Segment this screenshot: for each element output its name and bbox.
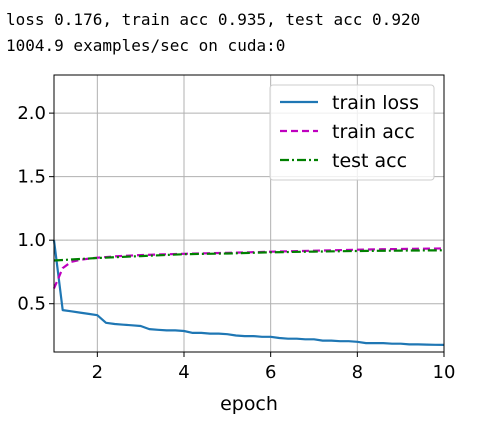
legend-label-train-acc: train acc	[332, 121, 415, 143]
y-tick-label: 1.0	[17, 230, 46, 251]
legend-label-train-loss: train loss	[332, 92, 419, 114]
training-metrics-line: loss 0.176, train acc 0.935, test acc 0.…	[6, 10, 421, 29]
training-log-output: loss 0.176, train acc 0.935, test acc 0.…	[0, 0, 485, 64]
plot-frame	[53, 74, 445, 353]
x-tick-label: 2	[92, 362, 103, 383]
series-line-train-acc	[52, 247, 445, 289]
series-layer	[52, 240, 445, 346]
x-tick-label: 6	[265, 362, 276, 383]
series-line-train-loss	[52, 240, 445, 346]
x-tick-label: 4	[178, 362, 189, 383]
throughput-line: 1004.9 examples/sec on cuda:0	[6, 36, 286, 55]
x-tick-label: 10	[433, 362, 456, 383]
x-axis-label: epoch	[220, 393, 278, 415]
y-tick-label: 2.0	[17, 103, 46, 124]
legend: train loss train acc test acc	[269, 84, 435, 181]
x-tick-label: 8	[352, 362, 363, 383]
legend-box	[269, 84, 435, 181]
y-tick-label: 1.5	[17, 167, 46, 188]
ticks-layer: 2 4 6 8 10 0.5 1.0 1.5 2.0	[17, 103, 455, 383]
series-line-test-acc	[53, 249, 445, 262]
y-tick-label: 0.5	[17, 294, 46, 315]
legend-label-test-acc: test acc	[332, 150, 407, 172]
